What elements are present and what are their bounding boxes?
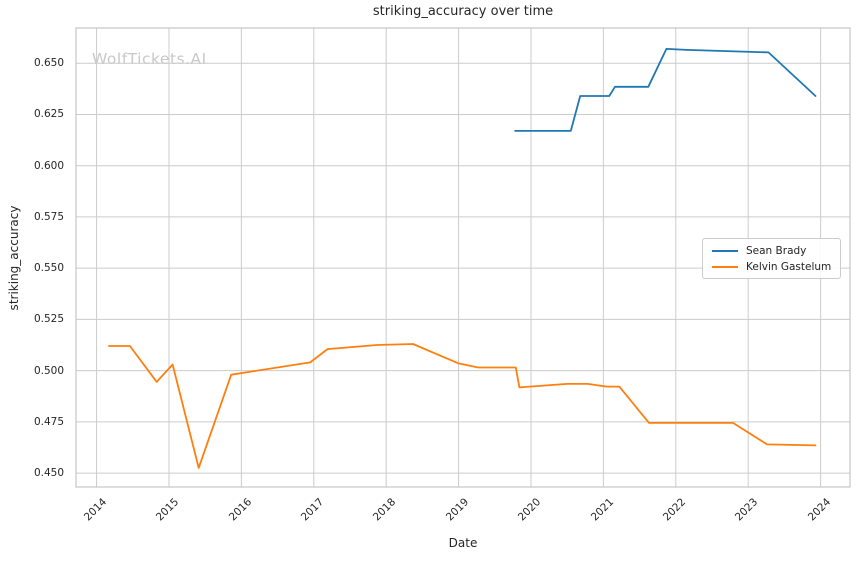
x-axis-label: Date — [448, 536, 478, 550]
legend-label-sean-brady: Sean Brady — [746, 245, 807, 257]
y-tick-label: 0.475 — [33, 415, 64, 428]
legend-item-kelvin-gastelum: Kelvin Gastelum — [712, 259, 832, 275]
y-axis-label: striking_accuracy — [7, 205, 21, 311]
y-tick-label: 0.500 — [33, 364, 64, 377]
plot-frame — [75, 27, 851, 488]
y-tick-label: 0.450 — [33, 467, 64, 480]
legend-line-swatch-kelvin-gastelum — [712, 266, 738, 268]
series-line-kelvin-gastelum — [108, 343, 817, 469]
y-tick-label: 0.575 — [33, 210, 64, 223]
legend-line-swatch-sean-brady — [712, 250, 738, 252]
y-tick-label: 0.550 — [33, 262, 64, 275]
series-line-sean-brady — [514, 48, 817, 132]
y-tick-label: 0.625 — [33, 108, 64, 121]
legend: Sean Brady Kelvin Gastelum — [702, 238, 841, 279]
y-tick-label: 0.600 — [33, 159, 64, 172]
legend-label-kelvin-gastelum: Kelvin Gastelum — [746, 261, 832, 273]
y-tick-label: 0.525 — [33, 313, 64, 326]
y-tick-label: 0.650 — [33, 57, 64, 70]
chart-title: striking_accuracy over time — [372, 4, 554, 19]
legend-item-sean-brady: Sean Brady — [712, 243, 832, 259]
